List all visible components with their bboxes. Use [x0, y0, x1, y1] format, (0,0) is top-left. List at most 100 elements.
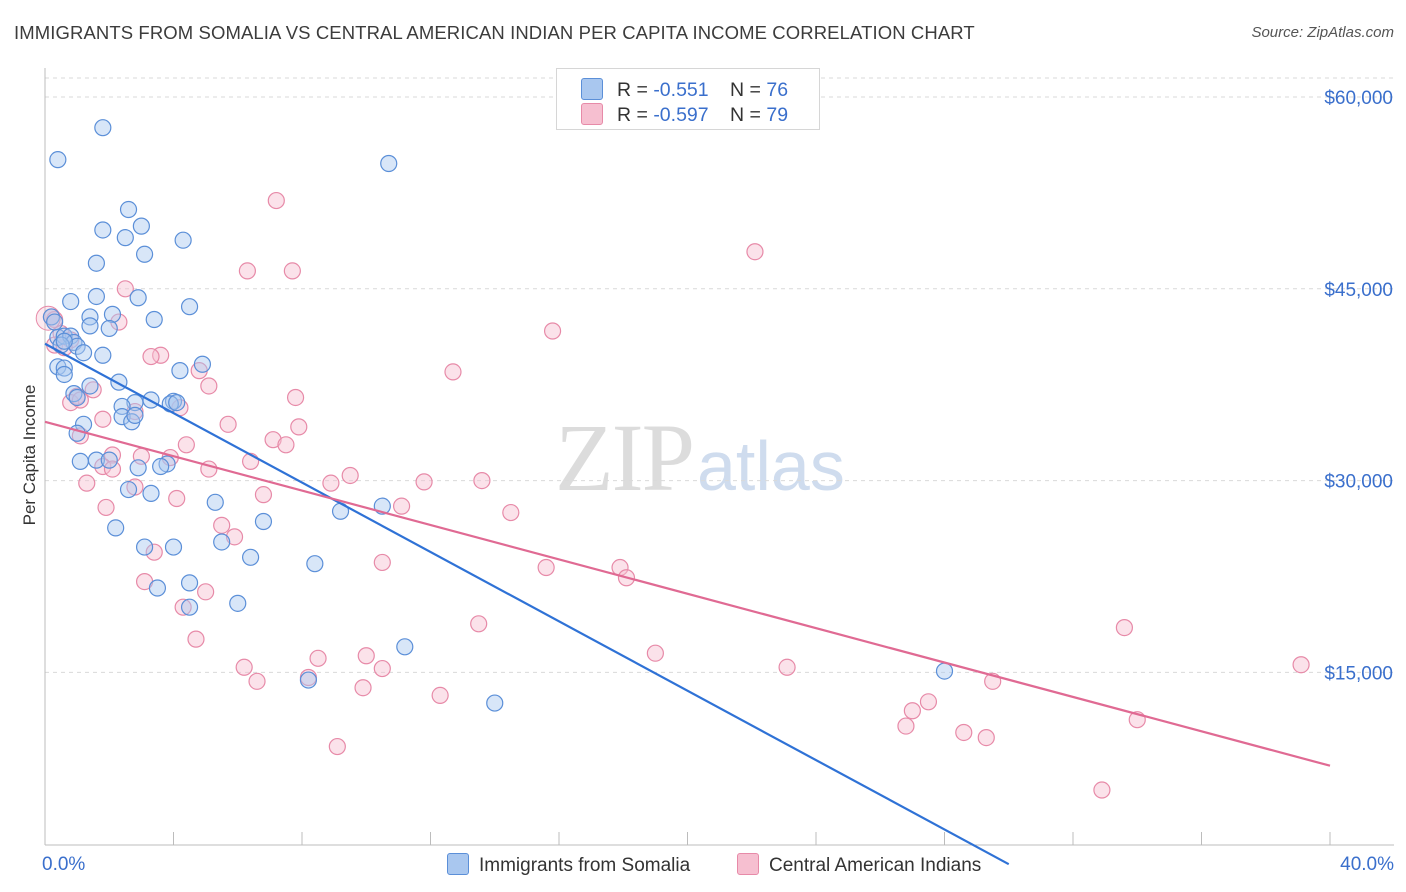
somalia-point — [168, 393, 186, 412]
somalia-point — [103, 305, 122, 323]
r-label: R = — [617, 104, 648, 126]
cai-point — [322, 474, 340, 492]
legend-row-cai: R = -0.597 N = 79 — [581, 103, 789, 126]
cai-point — [264, 431, 282, 449]
cai-point — [473, 471, 491, 490]
somalia-point — [380, 154, 398, 173]
cai-point — [187, 630, 205, 648]
somalia-point — [129, 459, 147, 477]
n-label: N = — [730, 79, 761, 101]
somalia-point — [116, 229, 134, 247]
correlation-legend: R = -0.551 N = 76 R = -0.597 N = 79 — [556, 68, 820, 130]
cai-point — [392, 497, 411, 515]
tick-labels: $15,000 $30,000 $45,000 $60,000 0.0% 40.0% — [42, 88, 1394, 875]
cai-point — [103, 460, 122, 478]
somalia-point — [81, 308, 99, 326]
somalia-point — [71, 452, 89, 471]
somalia-point — [174, 231, 192, 249]
cai-point — [373, 659, 391, 678]
trend-lines — [44, 342, 1331, 866]
somalia-trend-line — [44, 342, 1010, 866]
somalia-point — [55, 365, 73, 384]
somalia-point — [180, 298, 199, 316]
cai-point — [286, 388, 305, 407]
cai-point — [897, 717, 915, 735]
cai-point — [919, 693, 938, 711]
cai-point — [955, 723, 973, 742]
r-value: -0.597 — [653, 104, 709, 126]
cai-point — [267, 191, 285, 210]
somalia-point — [229, 594, 247, 612]
cai-point — [94, 410, 112, 428]
somalia-point — [164, 538, 183, 556]
cai-legend-swatch — [737, 853, 759, 875]
somalia-point — [62, 292, 80, 311]
somalia-point — [81, 377, 99, 395]
somalia-point — [206, 493, 224, 511]
cai-point — [142, 347, 160, 366]
cai-point — [357, 647, 375, 665]
somalia-point — [81, 317, 99, 335]
somalia-point — [171, 362, 189, 380]
cai-point — [502, 503, 520, 522]
cai-point — [341, 466, 359, 485]
somalia-point — [242, 548, 260, 566]
cai-point — [197, 583, 215, 601]
somalia-point — [74, 344, 93, 362]
n-value: 76 — [766, 79, 789, 101]
somalia-point — [213, 533, 231, 551]
cai-point — [94, 457, 112, 476]
legend-label-cai: Central American Indians — [769, 855, 982, 876]
somalia-point — [42, 308, 61, 326]
somalia-legend-swatch — [447, 853, 469, 875]
somalia-point — [113, 408, 131, 426]
cai-swatch — [581, 103, 603, 125]
somalia-swatch — [581, 78, 603, 100]
cai-point — [103, 446, 122, 464]
somalia-point — [142, 484, 160, 502]
cai-point — [746, 243, 764, 261]
cai-point — [373, 553, 391, 572]
somalia-point — [100, 319, 118, 338]
cai-point — [646, 644, 664, 662]
cai-point — [903, 702, 921, 720]
cai-point — [537, 558, 555, 577]
cai-trend-line — [44, 420, 1331, 767]
cai-point — [470, 615, 488, 633]
somalia-point — [145, 310, 163, 329]
somalia-point — [107, 519, 125, 537]
x-tick-label: 0.0% — [42, 854, 85, 875]
y-tick-label: $15,000 — [1324, 663, 1393, 684]
somalia-point — [299, 671, 318, 689]
cai-point — [71, 391, 89, 409]
cai-point — [238, 262, 256, 280]
cai-point — [543, 322, 562, 340]
somalia-point — [55, 327, 73, 345]
somalia-point — [100, 451, 118, 469]
x-tick-label: 40.0% — [1340, 854, 1394, 875]
somalia-point — [306, 555, 324, 573]
n-value: 79 — [766, 104, 789, 126]
somalia-point — [46, 313, 64, 331]
cai-point — [225, 528, 244, 546]
cai-point — [219, 415, 237, 433]
cai-point — [168, 489, 186, 508]
somalia-point — [55, 359, 73, 377]
somalia-point — [148, 579, 167, 597]
cai-point — [116, 280, 134, 298]
somalia-point — [193, 355, 212, 373]
cai-point — [309, 649, 327, 667]
somalia-point — [126, 393, 144, 412]
somalia-point — [135, 538, 154, 556]
legend-item-somalia[interactable]: Immigrants from Somalia — [447, 853, 690, 877]
r-label: R = — [617, 79, 648, 101]
legend-item-cai[interactable]: Central American Indians — [737, 853, 981, 877]
r-value: -0.551 — [653, 79, 709, 101]
cai-point — [778, 658, 796, 676]
somalia-point — [254, 512, 273, 531]
somalia-point — [129, 289, 147, 307]
somalia-point — [126, 406, 144, 424]
cai-point — [431, 686, 449, 705]
cai-point — [1093, 781, 1111, 799]
